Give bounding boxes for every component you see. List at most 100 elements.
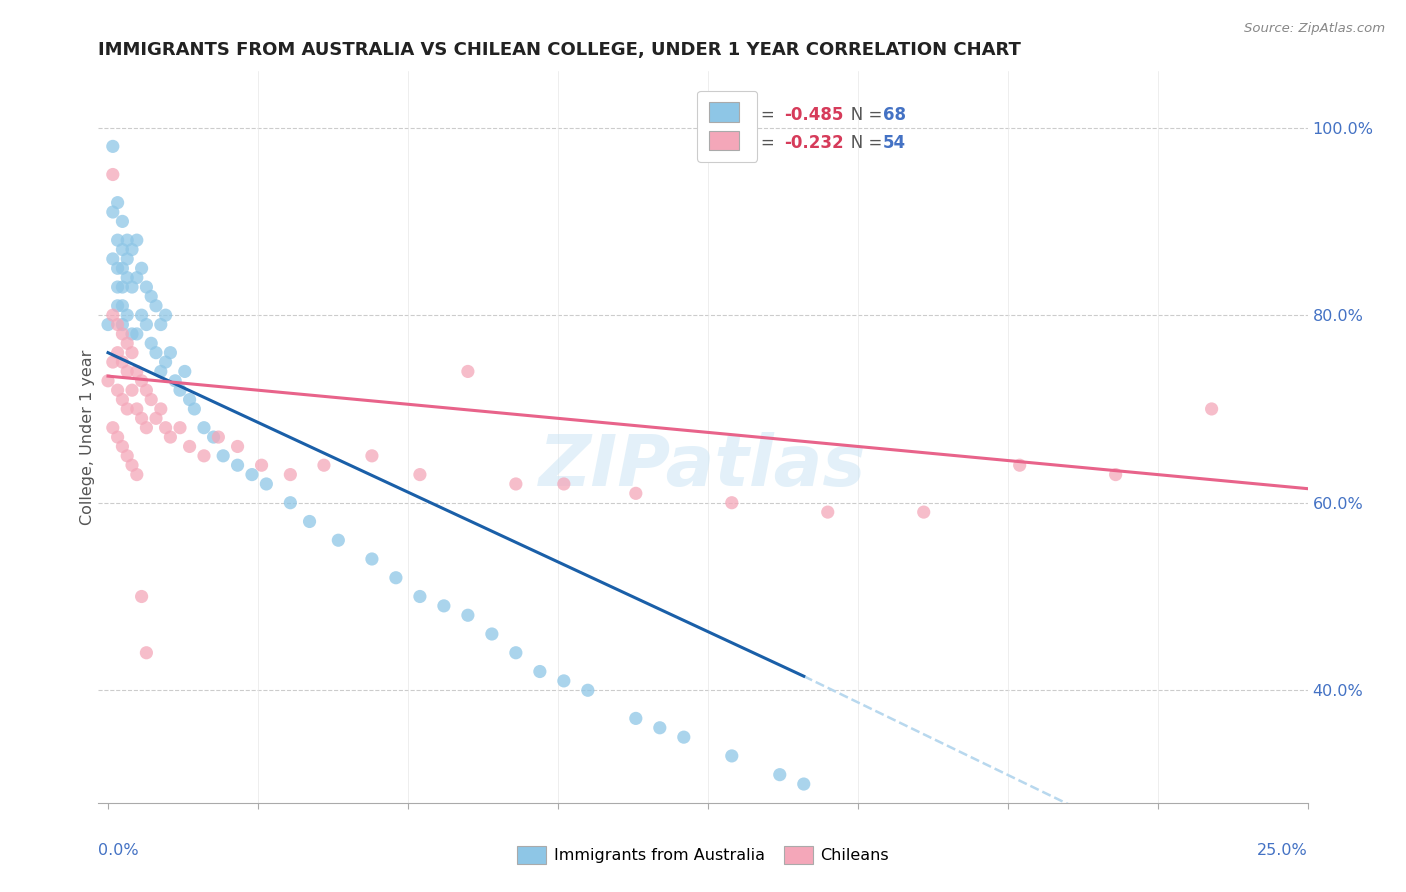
Point [165,374,187,388]
Point [155,308,177,322]
Point [207,430,229,444]
Legend: Immigrants from Australia, Chileans: Immigrants from Australia, Chileans [510,839,896,871]
Point [173,364,195,378]
Point [125,401,148,416]
Point [115,336,138,351]
Point [111,280,134,294]
Point [131,590,153,604]
Point [107,233,129,247]
Point [179,440,201,454]
Point [111,243,134,257]
Point [107,430,129,444]
Point [125,270,148,285]
Point [131,374,153,388]
Point [155,355,177,369]
Point [121,345,143,359]
Point [312,458,335,473]
Point [115,308,138,322]
Text: Source: ZipAtlas.com: Source: ZipAtlas.com [1244,22,1385,36]
Point [97,318,120,332]
Text: 54: 54 [883,135,905,153]
Point [111,214,134,228]
Point [115,401,138,416]
Point [672,730,695,744]
Point [169,383,191,397]
Text: N =: N = [835,105,887,124]
Point [298,515,321,529]
Point [193,449,215,463]
Point [141,392,163,407]
Point [553,673,575,688]
Point [529,665,551,679]
Point [141,289,163,303]
Point [111,326,134,341]
Point [149,401,172,416]
Point [125,233,148,247]
Point [131,308,153,322]
Point [145,345,167,359]
Point [149,318,172,332]
Point [385,571,408,585]
Point [409,467,432,482]
Point [107,195,129,210]
Point [254,477,277,491]
Point [101,205,124,219]
Point [159,430,181,444]
Point [125,326,148,341]
Point [131,411,153,425]
Point [240,467,263,482]
Point [135,280,157,294]
Point [250,458,273,473]
Point [135,646,157,660]
Text: -0.485: -0.485 [783,105,844,124]
Point [361,552,384,566]
Point [115,270,138,285]
Text: -0.232: -0.232 [783,135,844,153]
Point [226,440,249,454]
Point [149,364,172,378]
Point [179,392,201,407]
Point [505,646,527,660]
Point [624,711,647,725]
Point [793,777,815,791]
Point [212,449,235,463]
Point [169,420,191,434]
Point [1104,467,1126,482]
Point [111,355,134,369]
Point [145,411,167,425]
Point [226,458,249,473]
Point [121,280,143,294]
Point [101,168,124,182]
Point [107,261,129,276]
Point [1201,401,1223,416]
Point [125,364,148,378]
Text: ZIPatlas: ZIPatlas [540,432,866,500]
Point [97,374,120,388]
Point [720,496,742,510]
Point [1008,458,1031,473]
Text: 25.0%: 25.0% [1257,843,1308,858]
Point [111,318,134,332]
Point [111,261,134,276]
Text: R =: R = [744,135,780,153]
Point [280,467,302,482]
Point [328,533,350,548]
Text: IMMIGRANTS FROM AUSTRALIA VS CHILEAN COLLEGE, UNDER 1 YEAR CORRELATION CHART: IMMIGRANTS FROM AUSTRALIA VS CHILEAN COL… [98,41,1021,59]
Point [159,345,181,359]
Point [183,401,205,416]
Point [121,243,143,257]
Point [145,299,167,313]
Point [135,383,157,397]
Point [115,233,138,247]
Point [433,599,456,613]
Point [576,683,599,698]
Text: 0.0%: 0.0% [98,843,139,858]
Point [111,299,134,313]
Text: N =: N = [835,135,887,153]
Point [101,252,124,266]
Point [361,449,384,463]
Point [135,420,157,434]
Point [101,308,124,322]
Point [115,449,138,463]
Point [107,345,129,359]
